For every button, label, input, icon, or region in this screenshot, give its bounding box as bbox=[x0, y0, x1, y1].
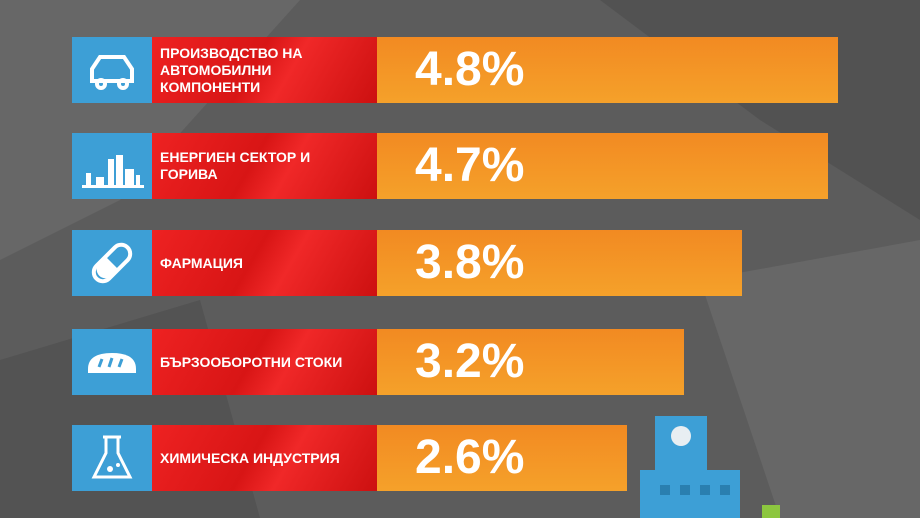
bar bbox=[377, 230, 742, 296]
bar bbox=[377, 133, 829, 199]
value-label: 3.2% bbox=[415, 335, 525, 388]
value-label: 2.6% bbox=[415, 431, 525, 484]
bar bbox=[377, 329, 685, 395]
energy-icon bbox=[72, 133, 152, 199]
value-label: 4.7% bbox=[415, 139, 525, 192]
flask-icon bbox=[72, 425, 152, 491]
category-label: ЕНЕРГИЕН СЕКТОР И ГОРИВА bbox=[152, 133, 377, 199]
category-label: БЪРЗООБОРОТНИ СТОКИ bbox=[152, 329, 377, 395]
factory-illustration bbox=[640, 416, 780, 518]
bar bbox=[377, 425, 627, 491]
bar bbox=[377, 37, 838, 103]
category-label: ХИМИЧЕСКА ИНДУСТРИЯ bbox=[152, 425, 377, 491]
pill-icon bbox=[72, 230, 152, 296]
category-label: ПРОИЗВОДСТВО НА АВТОМОБИЛНИ КОМПОНЕНТИ bbox=[152, 37, 377, 103]
car-icon bbox=[72, 37, 152, 103]
value-label: 4.8% bbox=[415, 43, 525, 96]
bread-icon bbox=[72, 329, 152, 395]
value-label: 3.8% bbox=[415, 236, 525, 289]
category-label: ФАРМАЦИЯ bbox=[152, 230, 377, 296]
